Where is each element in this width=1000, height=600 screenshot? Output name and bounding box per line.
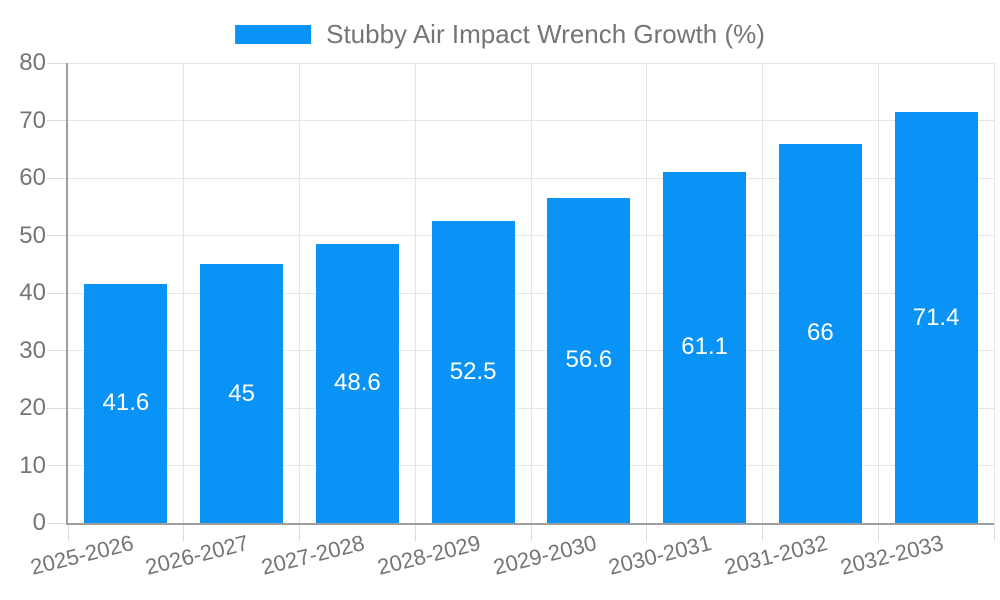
bar-2029-2030[interactable]: 56.6: [547, 197, 631, 523]
y-axis-tick-label: 60: [19, 164, 46, 191]
x-tick-mark: [183, 523, 185, 541]
y-axis-tick-label: 10: [19, 451, 46, 479]
bar-value-label: 41.6: [102, 389, 150, 417]
y-axis-tick-label: 0: [32, 509, 46, 536]
y-tick-mark: [47, 120, 68, 121]
bar-2032-2033[interactable]: 71.4: [894, 112, 978, 523]
bar-2030-2031[interactable]: 61.1: [663, 171, 747, 523]
legend-swatch: [235, 24, 312, 44]
x-tick-mark: [530, 523, 532, 541]
x-tick-mark: [762, 523, 763, 541]
x-gridline: [299, 63, 300, 523]
x-tick-mark: [299, 523, 300, 541]
x-gridline: [530, 63, 532, 523]
y-axis-tick-label: 80: [19, 49, 46, 76]
bar-2028-2029[interactable]: 52.5: [431, 221, 515, 523]
bar-value-label: 45: [228, 379, 255, 407]
y-axis-tick-label: 40: [19, 279, 46, 306]
legend[interactable]: Stubby Air Impact Wrench Growth (%): [235, 21, 765, 47]
x-axis-tick-label: 2030-2031: [606, 530, 715, 580]
bar-value-label: 48.6: [334, 369, 381, 397]
x-axis-tick-label: 2026-2027: [143, 530, 252, 580]
x-axis-tick-label: 2027-2028: [259, 530, 368, 580]
x-axis-tick-label: 2028-2029: [374, 530, 483, 580]
x-tick-mark: [993, 523, 995, 541]
y-axis-tick-label: 30: [19, 336, 46, 364]
x-tick-mark: [67, 523, 69, 541]
y-tick-mark: [47, 177, 68, 179]
x-gridline: [762, 63, 763, 523]
x-gridline: [183, 63, 185, 523]
y-tick-mark: [47, 522, 68, 524]
y-tick-mark: [47, 62, 68, 64]
x-axis-tick-label: 2031-2032: [722, 530, 831, 580]
bar-2031-2032[interactable]: 66: [778, 143, 862, 523]
x-gridline: [414, 63, 416, 523]
bar-value-label: 61.1: [681, 333, 728, 361]
y-tick-mark: [47, 292, 68, 294]
x-axis-tick-label: 2025-2026: [27, 530, 136, 580]
x-gridline: [646, 63, 648, 523]
y-tick-mark: [47, 350, 68, 351]
y-tick-mark: [47, 407, 68, 409]
bar-2027-2028[interactable]: 48.6: [315, 243, 399, 523]
bar-value-label: 71.4: [912, 303, 960, 331]
bar-2026-2027[interactable]: 45: [200, 264, 284, 523]
x-tick-mark: [646, 523, 648, 541]
x-axis-tick-label: 2032-2033: [837, 530, 946, 580]
y-axis-tick-label: 20: [19, 394, 46, 421]
y-tick-mark: [47, 235, 68, 236]
y-tick-mark: [47, 465, 68, 466]
x-axis-tick-label: 2029-2030: [490, 530, 599, 580]
x-gridline: [993, 63, 995, 523]
bar-value-label: 56.6: [565, 346, 613, 374]
y-axis-tick-label: 50: [19, 221, 46, 249]
x-tick-mark: [877, 523, 879, 541]
x-tick-mark: [414, 523, 416, 541]
legend-label: Stubby Air Impact Wrench Growth (%): [326, 19, 765, 49]
bar-value-label: 66: [807, 319, 834, 347]
x-gridline: [877, 63, 879, 523]
y-axis-tick-label: 70: [19, 106, 46, 134]
bar-value-label: 52.5: [449, 358, 497, 386]
bar-2025-2026[interactable]: 41.6: [84, 283, 168, 523]
y-axis-line: [66, 63, 68, 525]
x-axis-line: [66, 523, 994, 525]
